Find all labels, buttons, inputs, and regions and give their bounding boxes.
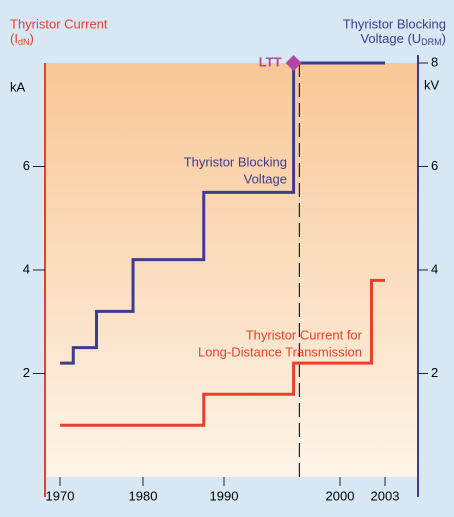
axis-title: Thyristor Blocking: [343, 16, 446, 31]
x-tick-label: 1990: [210, 488, 239, 503]
axis-title-part: Voltage (U: [360, 31, 421, 46]
axis-title-sub: DRM: [421, 37, 442, 47]
axis-title-part: (I: [10, 31, 18, 46]
plot-area: [45, 63, 418, 477]
y-tick-label: 2: [23, 365, 30, 380]
annotation-label: LTT: [259, 54, 282, 69]
axis-title: Voltage (UDRM): [360, 31, 446, 47]
axis-title-part: ): [442, 31, 446, 46]
right-unit: kV: [424, 77, 440, 92]
y2-tick-label: 8: [431, 54, 438, 69]
x-tick-label: 2000: [326, 488, 355, 503]
y2-tick-label: 4: [431, 261, 438, 276]
y-tick-label: 6: [23, 158, 30, 173]
series-label: Thyristor Blocking: [184, 154, 287, 169]
axis-title-part: ): [29, 31, 33, 46]
x-tick-label: 2003: [371, 488, 400, 503]
left-unit: kA: [10, 79, 26, 94]
y2-tick-label: 2: [431, 365, 438, 380]
annotation-marker: [285, 55, 302, 71]
axis-title: (IdN): [10, 31, 34, 47]
series-label: Voltage: [244, 171, 287, 186]
y2-tick-label: 6: [431, 158, 438, 173]
y-tick-label: 4: [23, 261, 30, 276]
x-tick-label: 1980: [129, 488, 158, 503]
series-label: Long-Distance Transmission: [198, 344, 362, 359]
series-label: Thyristor Current for: [246, 327, 363, 342]
step-line: [60, 278, 385, 427]
step-line: [60, 61, 385, 365]
axis-title: Thyristor Current: [10, 16, 108, 31]
x-tick-label: 1970: [46, 488, 75, 503]
axis-title-sub: dN: [18, 37, 30, 47]
